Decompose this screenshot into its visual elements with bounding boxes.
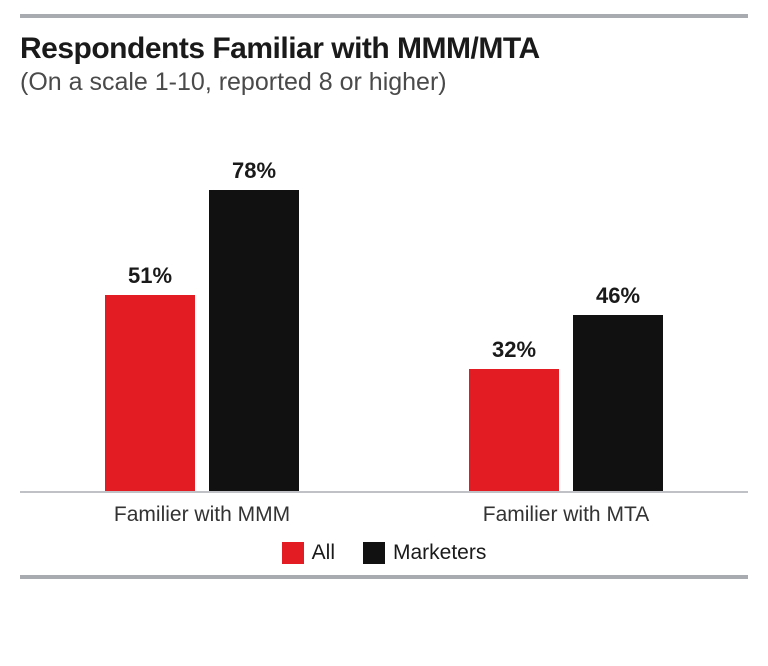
legend-swatch [282,542,304,564]
bar-column: 51% [105,105,195,493]
legend-item: All [282,541,335,565]
x-axis-label: Familier with MMM [105,503,299,527]
bar-column: 46% [573,105,663,493]
x-axis-labels: Familier with MMM Familier with MTA [20,503,748,527]
chart-area: 51%78%32%46% Familier with MMMFamilier w… [20,105,748,565]
legend-swatch [363,542,385,564]
legend-label: All [312,541,335,565]
bottom-rule [20,575,748,579]
bar-groups: 51% 78% 32% 46% [20,105,748,493]
bar-value-label: 51% [128,263,172,289]
bar-value-label: 46% [596,283,640,309]
chart-title: Respondents Familiar with MMM/MTA [20,32,748,66]
bar-value-label: 32% [492,337,536,363]
bar [469,369,559,493]
bar-group: 51% 78% [105,105,299,493]
chart-subtitle: (On a scale 1-10, reported 8 or higher) [20,68,748,97]
axis-baseline [20,491,748,493]
bar [573,315,663,493]
legend-item: Marketers [363,541,486,565]
bar-value-label: 78% [232,158,276,184]
bar [209,190,299,493]
bar-column: 78% [209,105,299,493]
bar-column: 32% [469,105,559,493]
bar-group: 32% 46% [469,105,663,493]
chart-frame: Respondents Familiar with MMM/MTA (On a … [0,0,768,666]
chart-legend: All Marketers [20,541,748,565]
bar [105,295,195,493]
chart-plot: 51% 78% 32% 46% [20,105,748,493]
x-axis-label: Familier with MTA [469,503,663,527]
legend-label: Marketers [393,541,486,565]
top-rule [20,14,748,18]
